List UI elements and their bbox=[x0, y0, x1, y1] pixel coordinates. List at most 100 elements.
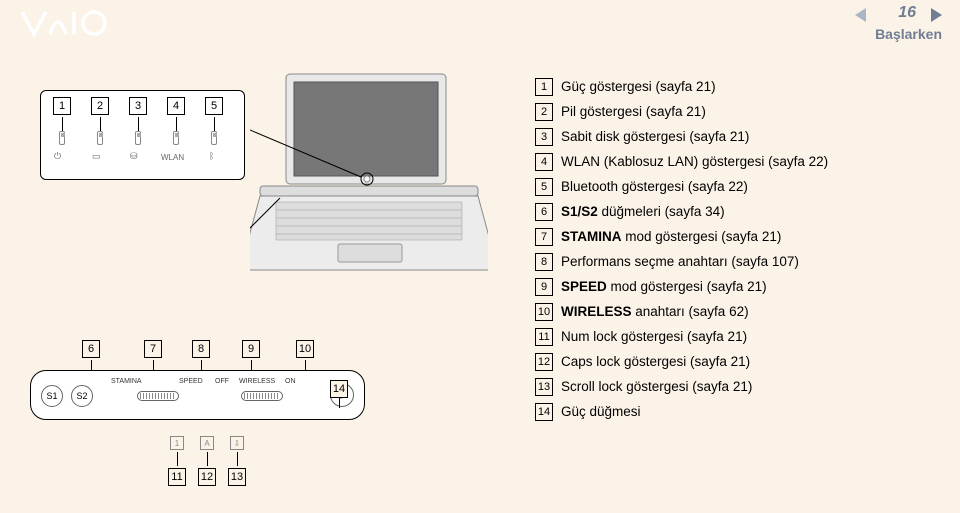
legend-item: 2 Pil göstergesi (sayfa 21) bbox=[535, 103, 935, 121]
s1-button: S1 bbox=[41, 385, 63, 407]
legend-number: 3 bbox=[535, 128, 553, 146]
line bbox=[237, 452, 238, 466]
line bbox=[305, 360, 306, 370]
callout-5: 5 bbox=[205, 97, 223, 115]
callout-8: 8 bbox=[192, 340, 210, 358]
legend-item: 8 Performans seçme anahtarı (sayfa 107) bbox=[535, 253, 935, 271]
legend-item: 1 Güç göstergesi (sayfa 21) bbox=[535, 78, 935, 96]
scrolllock-icon: ⇩ bbox=[230, 436, 244, 450]
legend-item: 7 STAMINA mod göstergesi (sayfa 21) bbox=[535, 228, 935, 246]
legend-label: Num lock göstergesi (sayfa 21) bbox=[561, 328, 747, 346]
legend-label: Bluetooth göstergesi (sayfa 22) bbox=[561, 178, 748, 196]
line bbox=[251, 360, 252, 370]
legend-number: 5 bbox=[535, 178, 553, 196]
wireless-label: WIRELESS bbox=[239, 378, 275, 385]
legend-label: Caps lock göstergesi (sayfa 21) bbox=[561, 353, 750, 371]
callout-12: 12 bbox=[198, 468, 216, 486]
device-diagram: 1 2 3 4 5 ⏻ ▭ ⛁ WLAN ᛒ bbox=[40, 70, 500, 490]
capslock-icon: A bbox=[200, 436, 214, 450]
section-title: Başlarken bbox=[875, 26, 942, 42]
bluetooth-led-icon bbox=[211, 131, 217, 145]
legend-label: WIRELESS anahtarı (sayfa 62) bbox=[561, 303, 749, 321]
legend-item: 4 WLAN (Kablosuz LAN) göstergesi (sayfa 2… bbox=[535, 153, 935, 171]
header: 16 Başlarken bbox=[0, 0, 960, 48]
on-label: ON bbox=[285, 378, 296, 385]
callout-9: 9 bbox=[242, 340, 260, 358]
line bbox=[207, 452, 208, 466]
off-label: OFF bbox=[215, 378, 229, 385]
legend-label: Pil göstergesi (sayfa 21) bbox=[561, 103, 706, 121]
line bbox=[91, 360, 92, 370]
line bbox=[62, 117, 63, 131]
legend-label: STAMINA mod göstergesi (sayfa 21) bbox=[561, 228, 781, 246]
battery-icon: ▭ bbox=[92, 151, 101, 162]
line bbox=[138, 117, 139, 131]
callout-13: 13 bbox=[228, 468, 246, 486]
speed-label: SPEED bbox=[179, 378, 203, 385]
bluetooth-icon: ᛒ bbox=[209, 151, 214, 161]
disk-led-icon bbox=[135, 131, 141, 145]
callout-14: 14 bbox=[330, 380, 348, 398]
callout-4: 4 bbox=[167, 97, 185, 115]
line bbox=[214, 117, 215, 131]
legend-number: 4 bbox=[535, 153, 553, 171]
legend-number: 14 bbox=[535, 403, 553, 421]
callout-7: 7 bbox=[144, 340, 162, 358]
battery-led-icon bbox=[97, 131, 103, 145]
callout-1: 1 bbox=[53, 97, 71, 115]
callout-11: 11 bbox=[168, 468, 186, 486]
legend-number: 11 bbox=[535, 328, 553, 346]
power-led-icon bbox=[59, 131, 65, 145]
legend-item: 3 Sabit disk göstergesi (sayfa 21) bbox=[535, 128, 935, 146]
nav-prev-icon[interactable] bbox=[855, 8, 866, 22]
perf-switch bbox=[137, 391, 179, 401]
legend-item: 5 Bluetooth göstergesi (sayfa 22) bbox=[535, 178, 935, 196]
legend-label: SPEED mod göstergesi (sayfa 21) bbox=[561, 278, 767, 296]
legend-label: S1/S2 düğmeleri (sayfa 34) bbox=[561, 203, 725, 221]
disk-icon: ⛁ bbox=[130, 151, 138, 162]
nav-next-icon[interactable] bbox=[931, 8, 942, 22]
legend-label: Güç göstergesi (sayfa 21) bbox=[561, 78, 716, 96]
indicator-callout-top: 1 2 3 4 5 ⏻ ▭ ⛁ WLAN ᛒ bbox=[40, 90, 245, 180]
legend-item: 12 Caps lock göstergesi (sayfa 21) bbox=[535, 353, 935, 371]
legend-label: Performans seçme anahtarı (sayfa 107) bbox=[561, 253, 799, 271]
callout-3: 3 bbox=[129, 97, 147, 115]
legend-list: 1 Güç göstergesi (sayfa 21) 2 Pil gösterges… bbox=[535, 78, 935, 428]
legend-number: 2 bbox=[535, 103, 553, 121]
callout-2: 2 bbox=[91, 97, 109, 115]
callout-10: 10 bbox=[296, 340, 314, 358]
legend-item: 13 Scroll lock göstergesi (sayfa 21) bbox=[535, 378, 935, 396]
line bbox=[100, 117, 101, 131]
legend-label: Güç düğmesi bbox=[561, 403, 641, 421]
callout-6: 6 bbox=[82, 340, 100, 358]
line bbox=[339, 398, 340, 408]
legend-item: 14 Güç düğmesi bbox=[535, 403, 935, 421]
wlan-led-icon bbox=[173, 131, 179, 145]
line bbox=[177, 452, 178, 466]
legend-label: Sabit disk göstergesi (sayfa 21) bbox=[561, 128, 749, 146]
legend-number: 12 bbox=[535, 353, 553, 371]
indicator-callout-bottom: 6 7 8 9 10 S1 S2 STAMINA SPEED OFF WIREL… bbox=[30, 340, 360, 440]
wireless-switch bbox=[241, 391, 283, 401]
page-number: 16 bbox=[898, 4, 916, 22]
legend-label: Scroll lock göstergesi (sayfa 21) bbox=[561, 378, 752, 396]
wlan-label: WLAN bbox=[161, 153, 184, 162]
legend-number: 6 bbox=[535, 203, 553, 221]
legend-number: 8 bbox=[535, 253, 553, 271]
legend-item: 10WIRELESS anahtarı (sayfa 62) bbox=[535, 303, 935, 321]
legend-number: 1 bbox=[535, 78, 553, 96]
legend-item: 11 Num lock göstergesi (sayfa 21) bbox=[535, 328, 935, 346]
vaio-logo bbox=[20, 8, 130, 45]
legend-label: WLAN (Kablosuz LAN) göstergesi (sayfa 22… bbox=[561, 153, 828, 171]
legend-item: 9 SPEED mod göstergesi (sayfa 21) bbox=[535, 278, 935, 296]
line bbox=[176, 117, 177, 131]
legend-number: 13 bbox=[535, 378, 553, 396]
line bbox=[201, 360, 202, 370]
legend-number: 7 bbox=[535, 228, 553, 246]
lock-indicator-row: 1 A ⇩ 11 12 13 14 bbox=[170, 436, 270, 496]
control-panel: S1 S2 STAMINA SPEED OFF WIRELESS ON bbox=[30, 370, 365, 420]
power-icon: ⏻ bbox=[54, 151, 61, 162]
legend-number: 9 bbox=[535, 278, 553, 296]
numlock-icon: 1 bbox=[170, 436, 184, 450]
laptop-illustration bbox=[250, 70, 488, 280]
